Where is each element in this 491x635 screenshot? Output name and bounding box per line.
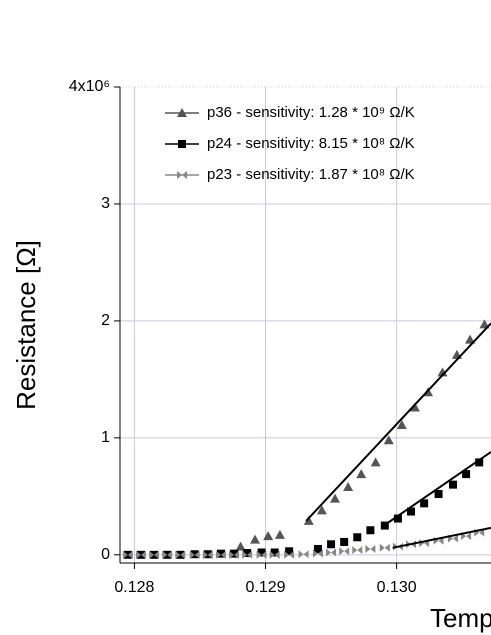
y-tick-label: 3: [101, 195, 110, 212]
y-axis-label: Resistance [Ω]: [11, 240, 41, 410]
marker: [353, 533, 362, 542]
marker: [178, 140, 186, 148]
marker: [420, 499, 429, 508]
x-tick-label: 0.130: [377, 579, 417, 596]
marker: [274, 529, 285, 539]
x-tick-label: 0.129: [245, 579, 285, 596]
marker: [256, 550, 267, 559]
marker: [269, 550, 280, 559]
marker: [229, 550, 240, 559]
marker: [135, 550, 146, 559]
marker: [462, 470, 471, 479]
y-tick-label: 0: [101, 546, 110, 563]
marker: [242, 550, 253, 559]
marker: [366, 526, 375, 535]
marker: [177, 171, 187, 179]
marker: [407, 507, 416, 516]
marker: [383, 435, 394, 445]
marker: [235, 541, 246, 551]
y-tick-label: 4x10⁶: [69, 78, 110, 95]
marker: [329, 493, 340, 503]
marker: [434, 489, 443, 498]
x-axis-label: Temp: [430, 603, 491, 633]
marker: [316, 505, 327, 515]
marker: [379, 543, 390, 552]
marker: [284, 550, 295, 559]
marker: [396, 419, 407, 429]
marker: [189, 550, 200, 559]
marker: [365, 544, 376, 553]
marker: [343, 481, 354, 491]
legend-label: p23 - sensitivity: 1.87 * 10⁸ Ω/K: [207, 166, 415, 183]
marker: [162, 550, 173, 559]
legend-label: p24 - sensitivity: 8.15 * 10⁸ Ω/K: [207, 135, 415, 152]
legend-label: p36 - sensitivity: 1.28 * 10⁹ Ω/K: [207, 104, 415, 121]
marker: [437, 367, 448, 377]
fit-line: [305, 322, 491, 522]
marker: [465, 334, 476, 344]
y-tick-label: 2: [101, 312, 110, 329]
fit-line: [381, 451, 491, 528]
marker: [177, 108, 187, 117]
marker: [303, 515, 314, 525]
marker: [352, 546, 363, 555]
marker: [356, 469, 367, 479]
marker: [250, 534, 261, 544]
marker: [175, 550, 186, 559]
y-tick-label: 1: [101, 429, 110, 446]
marker: [313, 544, 322, 553]
marker: [122, 550, 133, 559]
marker: [370, 457, 381, 467]
marker: [263, 531, 274, 541]
marker: [451, 349, 462, 359]
x-tick-label: 0.128: [114, 579, 154, 596]
marker: [339, 547, 350, 556]
marker: [340, 537, 349, 546]
marker: [202, 550, 213, 559]
marker: [215, 550, 226, 559]
marker: [326, 548, 337, 557]
marker: [312, 549, 323, 558]
marker: [149, 550, 160, 559]
marker: [298, 550, 309, 559]
marker: [409, 402, 420, 412]
fit-line: [392, 526, 491, 549]
marker: [327, 540, 336, 549]
marker: [448, 480, 457, 489]
